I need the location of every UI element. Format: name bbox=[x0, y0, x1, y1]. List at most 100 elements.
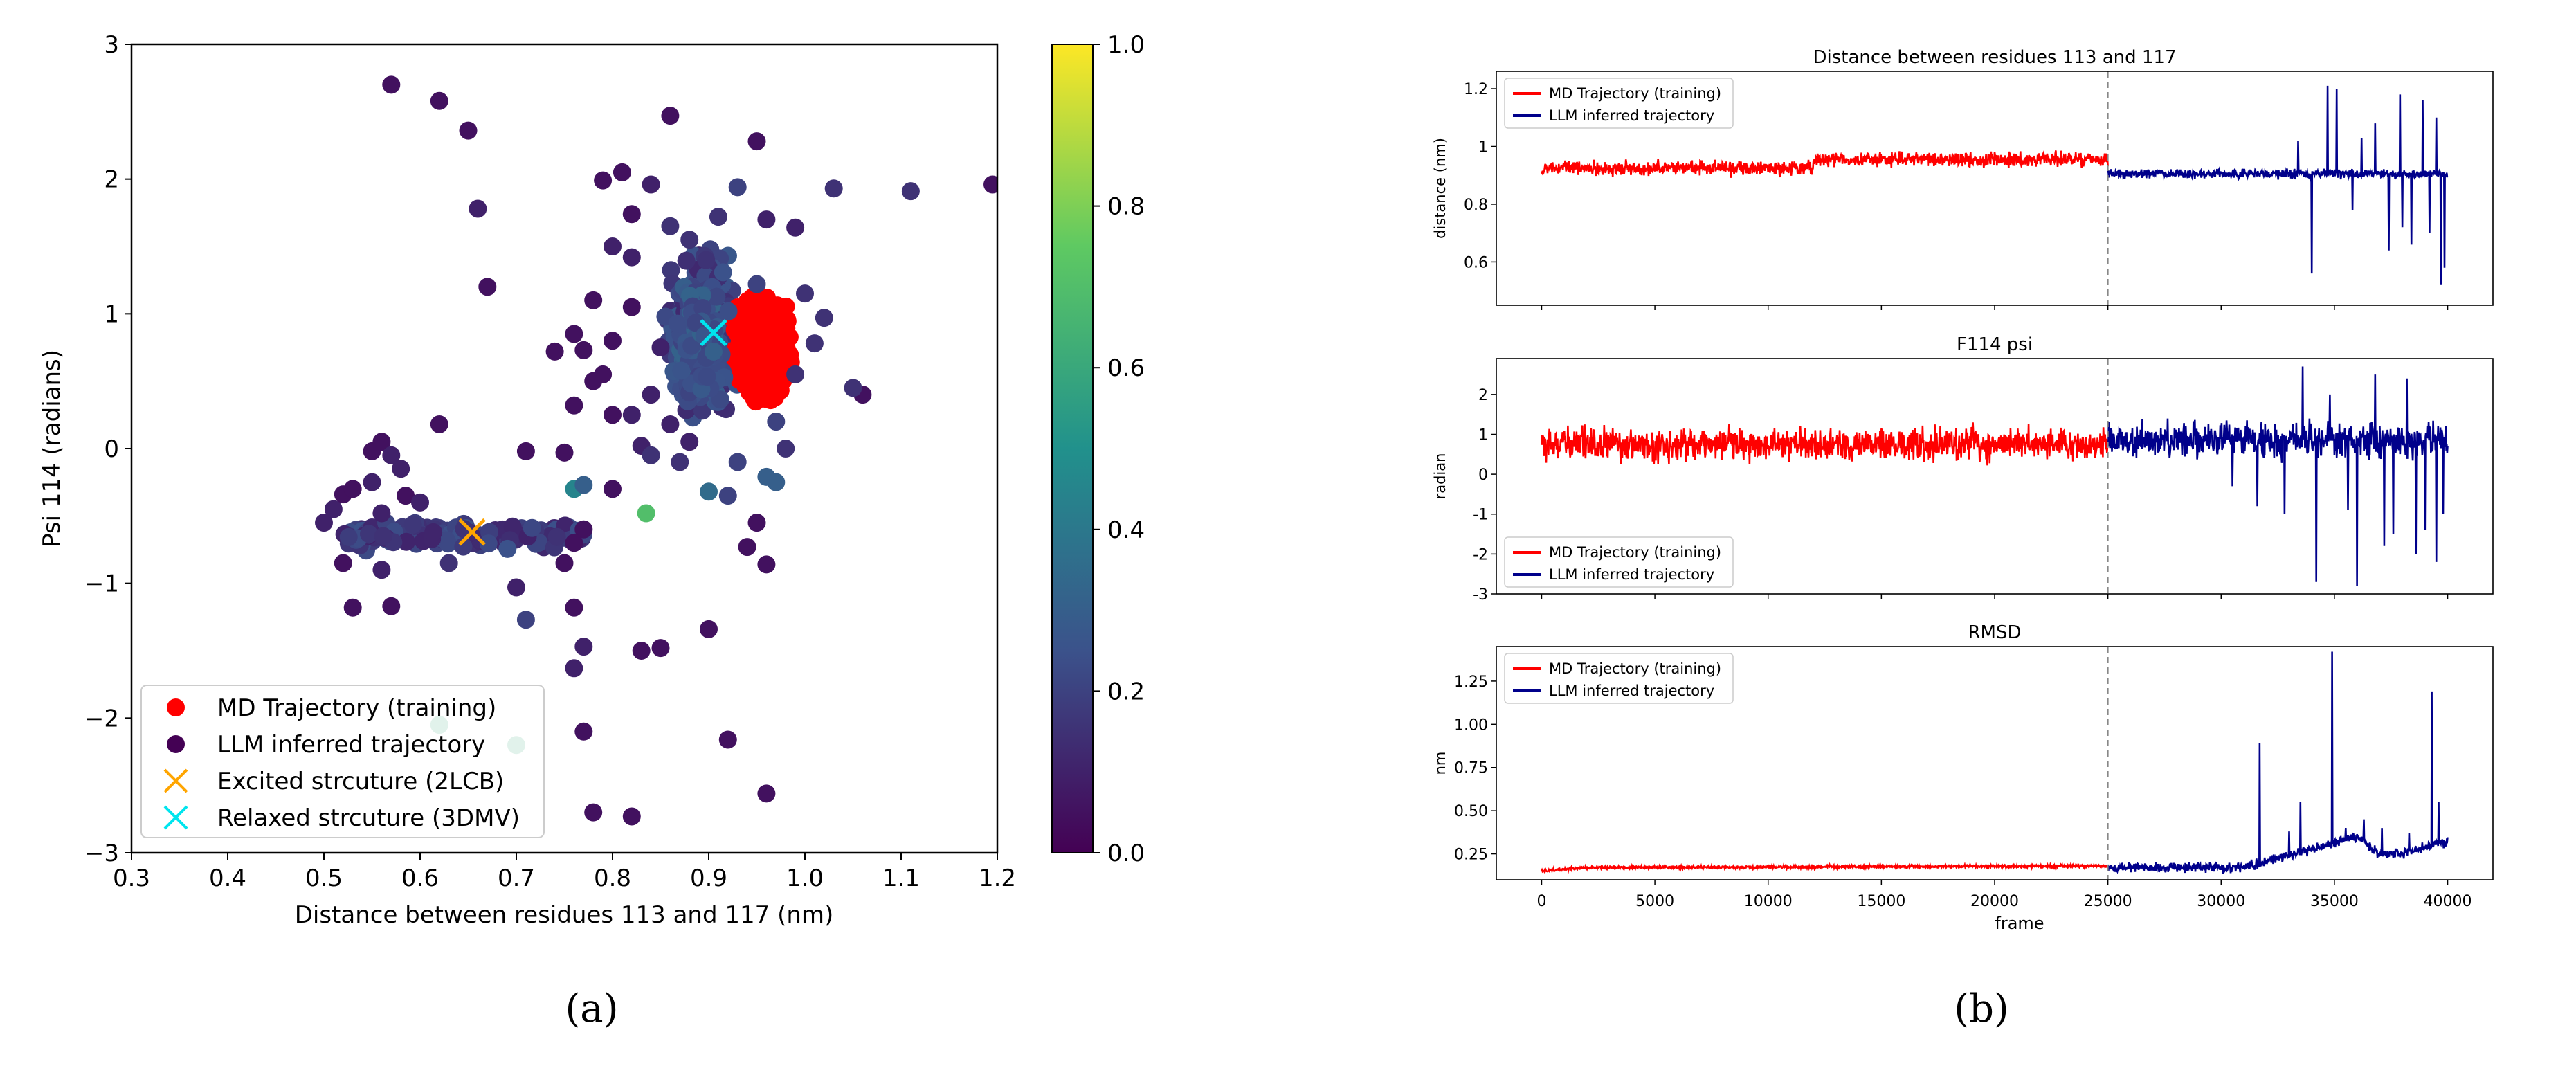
llm-point bbox=[604, 332, 622, 350]
x-tick-label: 35000 bbox=[2310, 893, 2359, 910]
llm-point bbox=[382, 446, 401, 464]
llm-point bbox=[411, 493, 429, 512]
llm-point bbox=[671, 453, 689, 471]
llm-point bbox=[343, 598, 362, 617]
llm-point bbox=[622, 298, 641, 316]
llm-point bbox=[334, 554, 352, 572]
y-tick-label: 0.25 bbox=[1454, 847, 1488, 864]
llm-point bbox=[767, 413, 786, 431]
y-tick-label: 1.00 bbox=[1454, 716, 1488, 734]
llm-point bbox=[651, 639, 670, 658]
legend-box bbox=[1504, 653, 1734, 704]
llm-point bbox=[642, 175, 660, 194]
llm-point bbox=[682, 336, 701, 355]
scatter-legend: MD Trajectory (training) LLM inferred tr… bbox=[140, 685, 545, 838]
md-point bbox=[744, 313, 763, 332]
llm-point bbox=[565, 325, 583, 343]
llm-point bbox=[728, 178, 747, 197]
x-tick-label: 1.1 bbox=[882, 865, 920, 892]
scatter-legend-box bbox=[140, 685, 545, 838]
llm-point bbox=[661, 107, 680, 125]
x-tick-label: 0.7 bbox=[498, 865, 535, 892]
llm-point bbox=[545, 342, 564, 361]
excited-structure-marker bbox=[458, 518, 486, 546]
llm-point bbox=[805, 334, 824, 353]
llm-point bbox=[397, 487, 415, 505]
llm-point bbox=[738, 538, 756, 557]
llm-point bbox=[459, 121, 478, 140]
y-tick-label: 1 bbox=[104, 300, 119, 328]
colorbar-tick-label: 0.4 bbox=[1107, 516, 1145, 544]
x-tick-label: 0.9 bbox=[690, 865, 727, 892]
y-tick-label: 1 bbox=[1478, 138, 1488, 156]
md-series-line bbox=[1541, 861, 2109, 874]
legend-excited-marker bbox=[163, 768, 188, 793]
legend-label: LLM inferred trajectory bbox=[1549, 683, 1714, 699]
x-tick-label: 0.5 bbox=[305, 865, 343, 892]
y-tick-label: 1 bbox=[1478, 426, 1488, 444]
llm-point bbox=[698, 368, 716, 386]
llm-point bbox=[574, 722, 593, 741]
scatter-y-ticks: −3 −2 −1 0 1 2 3 bbox=[84, 31, 131, 867]
subplot-legend: MD Trajectory (training) LLM inferred tra… bbox=[1504, 78, 1734, 129]
llm-point bbox=[516, 442, 535, 460]
llm-point bbox=[604, 406, 622, 424]
x-tick-label: 30000 bbox=[2197, 893, 2245, 910]
llm-point bbox=[523, 518, 541, 537]
llm-point bbox=[479, 534, 498, 553]
y-tick-label: 0.75 bbox=[1454, 760, 1488, 777]
llm-point bbox=[777, 440, 795, 458]
llm-point bbox=[786, 218, 805, 237]
llm-point bbox=[747, 132, 766, 151]
legend-label: MD Trajectory (training) bbox=[1549, 85, 1721, 102]
llm-point bbox=[382, 597, 401, 615]
llm-point bbox=[661, 415, 680, 433]
llm-point bbox=[315, 514, 333, 532]
x-tick-label: 10000 bbox=[1744, 893, 1793, 910]
llm-point bbox=[372, 561, 391, 579]
llm-point bbox=[757, 784, 776, 803]
llm-point bbox=[565, 659, 583, 678]
llm-point bbox=[430, 415, 448, 433]
colorbar-tick-label: 0.8 bbox=[1107, 193, 1145, 221]
subplot-title: RMSD bbox=[1968, 622, 2021, 643]
llm-series-line bbox=[2107, 366, 2449, 586]
x-tick-label: 0 bbox=[1536, 893, 1546, 910]
y-tick-label: 0.6 bbox=[1464, 254, 1488, 271]
llm-point bbox=[339, 527, 358, 546]
subplot-legend: MD Trajectory (training) LLM inferred tra… bbox=[1504, 653, 1734, 704]
llm-point bbox=[584, 291, 603, 309]
legend-llm-label: LLM inferred trajectory bbox=[217, 731, 485, 759]
y-tick-label: 0.8 bbox=[1464, 197, 1488, 214]
subplot-y-label: radian bbox=[1432, 453, 1449, 500]
llm-point bbox=[403, 515, 422, 534]
colorbar-tick-label: 0.0 bbox=[1107, 840, 1145, 867]
llm-point bbox=[555, 554, 574, 572]
llm-point bbox=[555, 443, 574, 462]
md-series-line bbox=[1541, 422, 2109, 466]
llm-point bbox=[363, 473, 381, 491]
llm-point bbox=[693, 401, 711, 420]
llm-point bbox=[516, 611, 535, 629]
subplot-y-label: distance (nm) bbox=[1432, 138, 1449, 239]
llm-point bbox=[767, 473, 786, 491]
llm-point bbox=[382, 75, 401, 94]
llm-point bbox=[622, 205, 641, 224]
llm-point bbox=[439, 554, 458, 572]
llm-point bbox=[668, 314, 687, 333]
x-tick-label: 40000 bbox=[2424, 893, 2472, 910]
llm-point bbox=[796, 284, 814, 303]
llm-point bbox=[677, 251, 696, 270]
colorbar-tick-label: 0.6 bbox=[1107, 354, 1145, 382]
llm-point bbox=[424, 523, 443, 541]
subplot-title: F114 psi bbox=[1957, 334, 2033, 355]
llm-point bbox=[714, 263, 732, 282]
legend-excited-label: Excited strcuture (2LCB) bbox=[217, 768, 504, 795]
caption-b: (b) bbox=[1954, 986, 2009, 1031]
x-tick-label: 1.0 bbox=[786, 865, 824, 892]
colorbar bbox=[1051, 44, 1094, 853]
llm-point bbox=[704, 342, 723, 361]
llm-point bbox=[574, 476, 593, 494]
llm-point bbox=[901, 182, 920, 201]
y-tick-label: -1 bbox=[1473, 507, 1488, 524]
